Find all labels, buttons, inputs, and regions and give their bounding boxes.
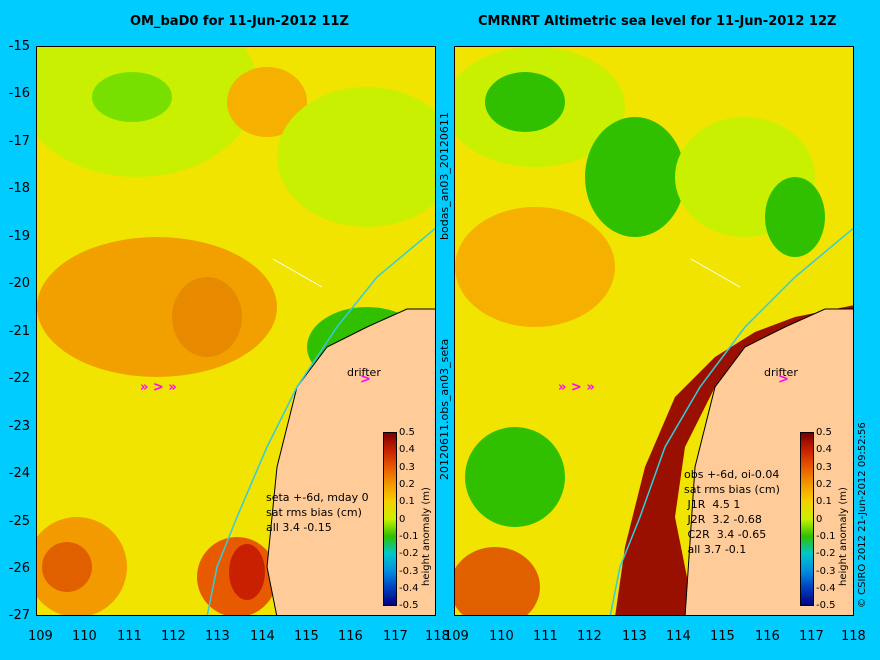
x-tick: 110 xyxy=(72,629,97,644)
boundary-current xyxy=(615,305,853,615)
transect-line xyxy=(272,258,323,288)
right-stats: obs +-6d, oi-0.04 sat rms bias (cm) J1R … xyxy=(684,468,780,556)
x-tick: 116 xyxy=(755,629,780,644)
x-tick: 110 xyxy=(489,629,514,644)
colorbar-tick: -0.3 xyxy=(816,566,836,577)
colorbar-tick: 0.4 xyxy=(399,444,415,455)
right-map-svg: » > » xyxy=(455,47,853,615)
anomaly-high xyxy=(42,542,92,592)
x-tick: 116 xyxy=(338,629,363,644)
anomaly-high xyxy=(455,207,615,327)
x-tick: 114 xyxy=(666,629,691,644)
drifter-cluster: » > » xyxy=(558,380,595,395)
y-tick: -16 xyxy=(8,86,30,101)
drifter-label-left: drifter xyxy=(347,366,381,379)
x-tick: 115 xyxy=(294,629,319,644)
colorbar-right-label: height anomaly (m) xyxy=(838,487,849,586)
drifter-marker-left: > xyxy=(360,372,371,387)
y-tick: -21 xyxy=(8,324,30,339)
x-tick: 111 xyxy=(533,629,558,644)
drifter-marker-right: > xyxy=(778,372,789,387)
x-tick: 117 xyxy=(383,629,408,644)
anomaly-high xyxy=(455,547,540,615)
colorbar-right xyxy=(800,432,814,606)
x-tick: 109 xyxy=(444,629,469,644)
anomaly-low xyxy=(585,117,685,237)
colorbar-left xyxy=(383,432,397,606)
colorbar-tick: -0.5 xyxy=(399,600,419,611)
transect-line xyxy=(690,258,741,288)
anomaly-high xyxy=(229,544,265,600)
x-tick: 113 xyxy=(205,629,230,644)
anomaly-high xyxy=(227,67,307,137)
x-tick: 118 xyxy=(841,629,866,644)
colorbar-tick: 0.3 xyxy=(399,462,415,473)
colorbar-tick: 0.1 xyxy=(399,496,415,507)
colorbar-tick: 0.5 xyxy=(816,427,832,438)
anomaly-high xyxy=(37,237,277,377)
colorbar-tick: 0.2 xyxy=(816,479,832,490)
colorbar-tick: 0.3 xyxy=(816,462,832,473)
run-label-upper: bodas_an03_20120611 xyxy=(438,112,451,240)
anomaly-high xyxy=(172,277,242,357)
anomaly-low xyxy=(92,72,172,122)
y-tick: -24 xyxy=(8,466,30,481)
colorbar-tick: 0.1 xyxy=(816,496,832,507)
anomaly-low xyxy=(465,427,565,527)
left-map-svg: » > » xyxy=(37,47,435,615)
x-tick: 114 xyxy=(250,629,275,644)
colorbar-tick: -0.1 xyxy=(399,531,419,542)
x-tick: 118 xyxy=(425,629,450,644)
copyright-label: © CSIRO 2012 21-Jun-2012 09:52:56 xyxy=(857,422,868,608)
x-tick: 112 xyxy=(577,629,602,644)
colorbar-tick: 0 xyxy=(399,514,406,525)
left-panel-title: OM_baD0 for 11-Jun-2012 11Z xyxy=(130,14,349,29)
x-tick: 115 xyxy=(710,629,735,644)
anomaly-low xyxy=(277,87,435,227)
y-tick: -23 xyxy=(8,419,30,434)
left-map-panel[interactable]: » > » xyxy=(36,46,436,616)
y-tick: -22 xyxy=(8,371,30,386)
x-tick: 113 xyxy=(622,629,647,644)
anomaly-low xyxy=(765,177,825,257)
x-tick: 111 xyxy=(117,629,142,644)
y-tick: -25 xyxy=(8,514,30,529)
colorbar-tick: 0 xyxy=(816,514,823,525)
anomaly-low xyxy=(485,72,565,132)
run-label-lower: 20120611.obs_an03_seta xyxy=(438,338,451,480)
right-panel-title: CMRNRT Altimetric sea level for 11-Jun-2… xyxy=(478,14,837,29)
drifter-cluster: » > » xyxy=(140,380,177,395)
colorbar-tick: -0.4 xyxy=(399,583,419,594)
y-tick: -27 xyxy=(8,608,30,623)
colorbar-tick: -0.4 xyxy=(816,583,836,594)
x-tick: 112 xyxy=(161,629,186,644)
y-tick: -20 xyxy=(8,276,30,291)
y-tick: -15 xyxy=(8,39,30,54)
drifter-label-right: drifter xyxy=(764,366,798,379)
colorbar-tick: -0.3 xyxy=(399,566,419,577)
track-line xyxy=(206,227,435,615)
colorbar-tick: -0.1 xyxy=(816,531,836,542)
y-tick: -19 xyxy=(8,229,30,244)
left-stats: seta +-6d, mday 0 sat rms bias (cm) all … xyxy=(266,491,369,534)
colorbar-tick: -0.2 xyxy=(816,548,836,559)
colorbar-tick: 0.2 xyxy=(399,479,415,490)
x-tick: 109 xyxy=(28,629,53,644)
x-tick: 117 xyxy=(799,629,824,644)
y-tick: -26 xyxy=(8,561,30,576)
colorbar-tick: 0.4 xyxy=(816,444,832,455)
colorbar-tick: -0.2 xyxy=(399,548,419,559)
right-map-panel[interactable]: » > » xyxy=(454,46,854,616)
colorbar-tick: -0.5 xyxy=(816,600,836,611)
y-tick: -18 xyxy=(8,181,30,196)
track-line xyxy=(609,227,853,615)
y-tick: -17 xyxy=(8,134,30,149)
colorbar-tick: 0.5 xyxy=(399,427,415,438)
colorbar-left-label: height anomaly (m) xyxy=(421,487,432,586)
